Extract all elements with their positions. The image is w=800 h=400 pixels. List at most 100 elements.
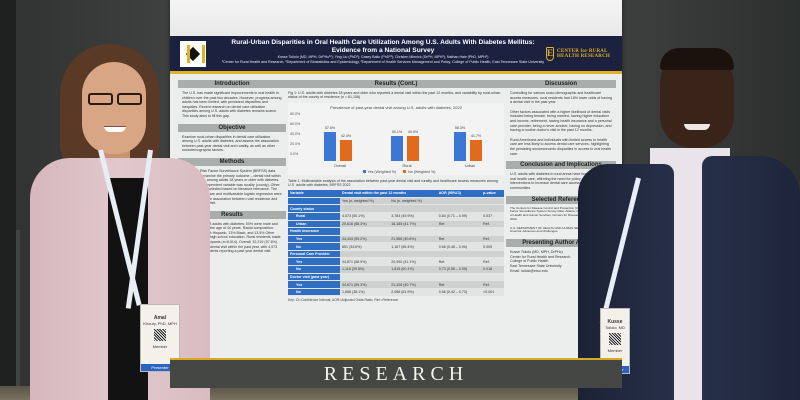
conclusion-text: U.S. adults with diabetes in rural areas… xyxy=(510,172,607,190)
bar-value-label: 42.4% xyxy=(340,133,352,138)
cell-aor: Ref. xyxy=(436,220,482,229)
y-tick: 20.0% xyxy=(290,141,301,146)
cell xyxy=(340,227,390,236)
bar-chart: Prevalence of past-year dental visit amo… xyxy=(288,102,504,175)
address-line: College of Public Health xyxy=(510,259,549,264)
references-heading: Selected References xyxy=(506,195,616,204)
cell-yes: 851 (34.6%) xyxy=(340,242,390,251)
row-variable: Yes xyxy=(288,257,340,267)
hair xyxy=(660,48,734,70)
booth-post-rail xyxy=(16,230,20,400)
cell xyxy=(389,227,437,236)
bar-value-label: 41.7% xyxy=(470,134,482,139)
bar-no: 49.9% xyxy=(407,130,419,161)
header-cell: Dental visit within the past 12 months xyxy=(340,189,437,198)
poster-top-margin xyxy=(170,0,622,36)
reference-item: U.S. DEPARTMENT OF HEALTH AND HUMAN SERV… xyxy=(510,225,610,234)
presenter-ribbon: Presenter xyxy=(141,364,179,371)
name-badge-left: Amal Khoury, PhD, MPH Member Presenter xyxy=(140,304,180,372)
y-tick: 0.0% xyxy=(290,151,299,156)
results-heading: Results xyxy=(178,210,286,219)
table-row: No 1,118 (39.5%) 1,815 (60.1%) 0.73 (0.56 –… xyxy=(288,265,504,274)
figure-caption: Fig 1: U.S. adults with diabetes 18 year… xyxy=(288,91,501,100)
cell-yes: 1,118 (39.5%) xyxy=(340,265,390,274)
address-line: Center for Rural Health and Research xyxy=(510,254,571,259)
bar-value-label: 50.1% xyxy=(391,129,403,134)
poster-authors: Kusse Toliolo (MD, MPH, DrPHc¹²); Ying L… xyxy=(218,55,548,64)
booth-post xyxy=(0,0,16,400)
table-caption: Table 1. Multivariable analysis of the a… xyxy=(288,178,498,188)
cell-yes: 34,671 (59.3%) xyxy=(340,280,390,289)
results-cont-heading: Results (Cont.) xyxy=(284,80,508,88)
legend-swatch-no xyxy=(403,169,407,173)
header-cell: AOR (95%CI) xyxy=(436,189,482,198)
bar-value-label: 49.9% xyxy=(407,129,419,134)
y-tick: 40.0% xyxy=(290,131,301,136)
cell xyxy=(436,273,482,282)
badge-credentials: Khoury, PhD, MPH xyxy=(143,321,177,326)
bar-group-rural: 50.1% 49.9% xyxy=(391,130,419,161)
bar-value-label: 58.3% xyxy=(454,125,466,130)
research-label-bar: RESEARCH xyxy=(170,358,622,388)
address-line: Email: toliolo@etsu.edu xyxy=(510,268,548,273)
cell-aor: 0.84 (0.71 – 0.99) xyxy=(436,212,482,221)
cell-p: Ref. xyxy=(481,220,504,229)
cell-yes: 1,668 (38.1%) xyxy=(340,288,390,297)
table-row: No 851 (34.6%) 1,167 (65.4%) 0.66 (0.48 – 0… xyxy=(288,242,504,251)
row-variable: No xyxy=(288,265,340,274)
discussion-paragraph: Rural Americans and individuals with lim… xyxy=(510,137,612,156)
cell-p: 0.018 xyxy=(481,265,504,274)
cell-no: 20,990 (41.1%) xyxy=(389,257,437,267)
reference-item: The Centers for Disease Control and Prev… xyxy=(510,205,612,221)
cell-p: 0.009 xyxy=(481,242,504,251)
row-variable: Health insurance xyxy=(288,227,340,236)
badge-role: Member xyxy=(152,344,168,349)
category-label: Rural xyxy=(402,163,412,168)
objective-heading: Objective xyxy=(178,123,286,132)
table-row: Urban 20,616 (58.3%) 16,185 (41.7%) Ref. Ref… xyxy=(288,220,504,229)
research-label: RESEARCH xyxy=(323,362,469,385)
conclusion-heading: Conclusion and Implications xyxy=(506,161,616,170)
cell xyxy=(389,250,437,259)
chart-legend: Yes (Weighted %) No (Weighted %) xyxy=(288,169,504,174)
center-rural-health-logo: E CENTER for RURAL HEALTH RESEARCH xyxy=(546,44,612,64)
cell-yes: 20,616 (58.3%) xyxy=(340,220,390,229)
badge-credentials: Toliolo, MD xyxy=(605,325,625,330)
cell-no: 1,815 (60.1%) xyxy=(389,265,437,274)
cell-yes: 4,573 (50.1%) xyxy=(340,212,390,221)
cell xyxy=(340,273,390,282)
glasses-icon xyxy=(88,93,142,105)
discussion-paragraph: Other factors associated with a higher l… xyxy=(510,109,612,133)
category-label: Overall xyxy=(333,163,347,168)
cell-yes: 34,871 (58.9%) xyxy=(340,257,390,267)
cell xyxy=(436,227,482,236)
person-right-man: Kusse Toliolo, MD Member Presenter xyxy=(578,48,800,400)
cell xyxy=(389,204,437,213)
research-poster: Rural-Urban Disparities in Oral Health C… xyxy=(170,0,622,362)
table-row: No 1,668 (38.1%) 2,066 (61.9%) 0.56 (0.42 –… xyxy=(288,288,504,297)
header-cell: p-value xyxy=(481,189,504,198)
cell xyxy=(481,227,504,236)
cell xyxy=(436,204,482,213)
header-cell: Variable xyxy=(288,189,340,198)
author-list: Kusse Toliolo (MD, MPH, DrPHc¹²); Ying L… xyxy=(277,55,489,59)
bar-value-label: 57.6% xyxy=(324,126,336,131)
table-header-row: Variable Dental visit within the past 12… xyxy=(288,189,504,198)
row-variable: Personal Care Provider xyxy=(288,250,340,259)
smile xyxy=(104,126,126,132)
affiliation-list: ¹Center for Rural Health and Research, ²… xyxy=(221,59,545,64)
cell xyxy=(481,250,504,259)
cell-p: 0.037 xyxy=(481,212,504,221)
legend-label-no: No (Weighted %) xyxy=(408,169,436,174)
cell-no: 1,167 (65.4%) xyxy=(389,242,437,251)
discussion-heading: Discussion xyxy=(506,80,616,88)
star-logo-icon xyxy=(184,45,205,63)
legend-label-yes: Yes (Weighted %) xyxy=(367,169,397,174)
person-left-woman: Amal Khoury, PhD, MPH Member Presenter xyxy=(30,38,210,400)
table-row: Yes 34,871 (58.9%) 20,990 (41.1%) Ref. Ref. xyxy=(288,257,504,267)
cell-yes: 34,434 (59.2%) xyxy=(340,235,390,244)
subheader-cell: Yes (n, weighted %) xyxy=(340,197,390,206)
address-line: Kusse Toliolo (MD, MPH, DrPHc) xyxy=(510,250,563,255)
table-row: Yes 34,671 (59.3%) 21,426 (40.7%) Ref. Ref. xyxy=(288,280,504,289)
table-row: Yes 34,434 (59.2%) 21,566 (40.8%) Ref. Ref. xyxy=(288,235,504,244)
